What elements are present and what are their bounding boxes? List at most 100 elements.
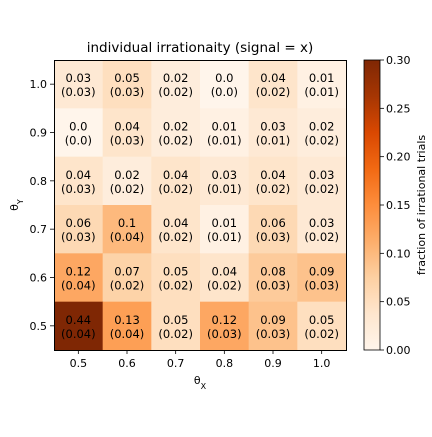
cell-value-r5-c1: 0.13 bbox=[114, 313, 140, 327]
cell-value-r0-c5: 0.01 bbox=[309, 71, 335, 85]
heatmap-cell-r2-c5 bbox=[297, 156, 347, 206]
cell-value-r5-c2: 0.05 bbox=[163, 313, 189, 327]
y-axis-ticks: 1.0 0.9 0.8 0.7 0.6 0.5 bbox=[30, 78, 54, 333]
cell-error-r4-c4: (0.03) bbox=[256, 279, 291, 293]
heatmap-cell-r2-c0 bbox=[54, 156, 104, 206]
colorbar-ticks: 0.00 0.05 0.10 0.15 0.20 0.25 0.30 bbox=[380, 54, 411, 357]
cell-value-r1-c2: 0.02 bbox=[163, 120, 189, 134]
cell-error-r3-c3: (0.01) bbox=[207, 230, 242, 244]
cell-error-r5-c0: (0.04) bbox=[61, 327, 96, 341]
heatmap-cell-r4-c2 bbox=[151, 253, 201, 303]
cell-value-r3-c1: 0.1 bbox=[118, 216, 136, 230]
heatmap-cell-r4-c1 bbox=[102, 253, 152, 303]
x-axis-label-main: θ bbox=[194, 374, 201, 387]
heatmap-cell-r4-c4 bbox=[248, 253, 298, 303]
cell-error-r1-c2: (0.02) bbox=[158, 134, 193, 148]
chart-title: individual irrationaity (signal = x) bbox=[87, 40, 314, 56]
heatmap-cell-r1-c5 bbox=[297, 108, 347, 158]
cell-error-r5-c2: (0.02) bbox=[158, 327, 193, 341]
x-tick-label-0: 0.5 bbox=[70, 357, 88, 370]
heatmap-cell-r2-c3 bbox=[200, 156, 250, 206]
heatmap-cell-r1-c1 bbox=[102, 108, 152, 158]
cell-value-r2-c0: 0.04 bbox=[66, 168, 92, 182]
colorbar-tick-label-2: 0.10 bbox=[386, 247, 411, 260]
cell-value-r4-c1: 0.07 bbox=[114, 265, 140, 279]
cell-value-r1-c4: 0.03 bbox=[260, 120, 286, 134]
heatmap-cell-r0-c1 bbox=[102, 60, 152, 109]
heatmap-cell-r0-c0 bbox=[54, 60, 104, 109]
y-axis-label-sub: Y bbox=[16, 199, 25, 205]
cell-value-r4-c5: 0.09 bbox=[309, 265, 335, 279]
cell-error-r0-c4: (0.02) bbox=[256, 85, 291, 99]
heatmap-cell-r1-c0 bbox=[54, 108, 104, 158]
x-tick-label-4: 0.9 bbox=[264, 357, 282, 370]
x-axis-label-sub: X bbox=[201, 382, 207, 391]
cell-value-r4-c0: 0.12 bbox=[66, 265, 92, 279]
heatmap-cell-r1-c4 bbox=[248, 108, 298, 158]
heatmap-cell-r0-c3 bbox=[200, 60, 250, 109]
cell-value-r5-c5: 0.05 bbox=[309, 313, 335, 327]
cell-value-r0-c4: 0.04 bbox=[260, 71, 286, 85]
x-tick-label-3: 0.8 bbox=[216, 357, 234, 370]
cell-value-r0-c3: 0.0 bbox=[215, 71, 233, 85]
cell-value-r5-c0: 0.44 bbox=[66, 313, 92, 327]
heatmap-cell-r5-c0 bbox=[54, 301, 104, 351]
x-tick-label-1: 0.6 bbox=[118, 357, 136, 370]
cell-value-r3-c5: 0.03 bbox=[309, 216, 335, 230]
cell-value-r3-c3: 0.01 bbox=[212, 216, 238, 230]
cell-error-r1-c0: (0.0) bbox=[65, 134, 92, 148]
colorbar-tick-label-0: 0.00 bbox=[386, 344, 411, 357]
heatmap-cell-r2-c4 bbox=[248, 156, 298, 206]
y-tick-label-5: 0.5 bbox=[30, 320, 48, 333]
cell-value-r3-c4: 0.06 bbox=[260, 216, 286, 230]
plot-frame bbox=[54, 60, 347, 351]
cell-error-r0-c0: (0.03) bbox=[61, 85, 96, 99]
heatmap-cell-r2-c2 bbox=[151, 156, 201, 206]
heatmap-cells bbox=[54, 60, 347, 351]
y-axis-label: θY bbox=[8, 199, 25, 211]
heatmap-cell-r4-c5 bbox=[297, 253, 347, 303]
cell-error-r5-c4: (0.03) bbox=[256, 327, 291, 341]
cell-error-r4-c5: (0.03) bbox=[304, 279, 339, 293]
x-axis-label: θX bbox=[194, 374, 207, 391]
heatmap-cell-r1-c3 bbox=[200, 108, 250, 158]
heatmap-cell-r3-c5 bbox=[297, 205, 347, 254]
colorbar-label: fraction of irrational trials bbox=[415, 135, 428, 276]
cell-error-r3-c0: (0.03) bbox=[61, 230, 96, 244]
cell-value-r5-c3: 0.12 bbox=[212, 313, 238, 327]
cell-error-r2-c2: (0.02) bbox=[158, 182, 193, 196]
colorbar-tick-label-1: 0.05 bbox=[386, 296, 411, 309]
heatmap-cell-r5-c5 bbox=[297, 301, 347, 351]
y-tick-label-1: 0.9 bbox=[30, 127, 48, 140]
cell-value-r1-c1: 0.04 bbox=[114, 120, 140, 134]
cell-error-r4-c2: (0.02) bbox=[158, 279, 193, 293]
x-axis-ticks: 0.5 0.6 0.7 0.8 0.9 1.0 bbox=[70, 350, 331, 370]
cell-value-r2-c3: 0.03 bbox=[212, 168, 238, 182]
cell-value-r4-c2: 0.05 bbox=[163, 265, 189, 279]
x-tick-label-2: 0.7 bbox=[167, 357, 185, 370]
y-tick-label-0: 1.0 bbox=[30, 78, 48, 91]
heatmap-cell-r5-c3 bbox=[200, 301, 250, 351]
cell-error-r2-c5: (0.02) bbox=[304, 182, 339, 196]
cell-error-r4-c0: (0.04) bbox=[61, 279, 96, 293]
heatmap-cell-r5-c4 bbox=[248, 301, 298, 351]
cell-value-r1-c0: 0.0 bbox=[69, 120, 87, 134]
cell-error-r2-c4: (0.02) bbox=[256, 182, 291, 196]
cell-error-r0-c3: (0.0) bbox=[211, 85, 238, 99]
cell-error-r0-c5: (0.01) bbox=[304, 85, 339, 99]
cell-error-r2-c3: (0.01) bbox=[207, 182, 242, 196]
x-tick-label-5: 1.0 bbox=[313, 357, 331, 370]
colorbar-tick-label-4: 0.20 bbox=[386, 151, 411, 164]
cell-error-r5-c1: (0.04) bbox=[110, 327, 145, 341]
cell-value-r4-c3: 0.04 bbox=[212, 265, 238, 279]
y-axis-label-main: θ bbox=[8, 204, 21, 211]
cell-error-r2-c1: (0.02) bbox=[110, 182, 145, 196]
cell-value-r1-c3: 0.01 bbox=[212, 120, 238, 134]
colorbar-tick-label-5: 0.25 bbox=[386, 102, 411, 115]
heatmap-cell-r3-c2 bbox=[151, 205, 201, 254]
cell-value-r2-c2: 0.04 bbox=[163, 168, 189, 182]
cell-value-r3-c2: 0.04 bbox=[163, 216, 189, 230]
heatmap-cell-r0-c2 bbox=[151, 60, 201, 109]
cell-value-r4-c4: 0.08 bbox=[260, 265, 286, 279]
